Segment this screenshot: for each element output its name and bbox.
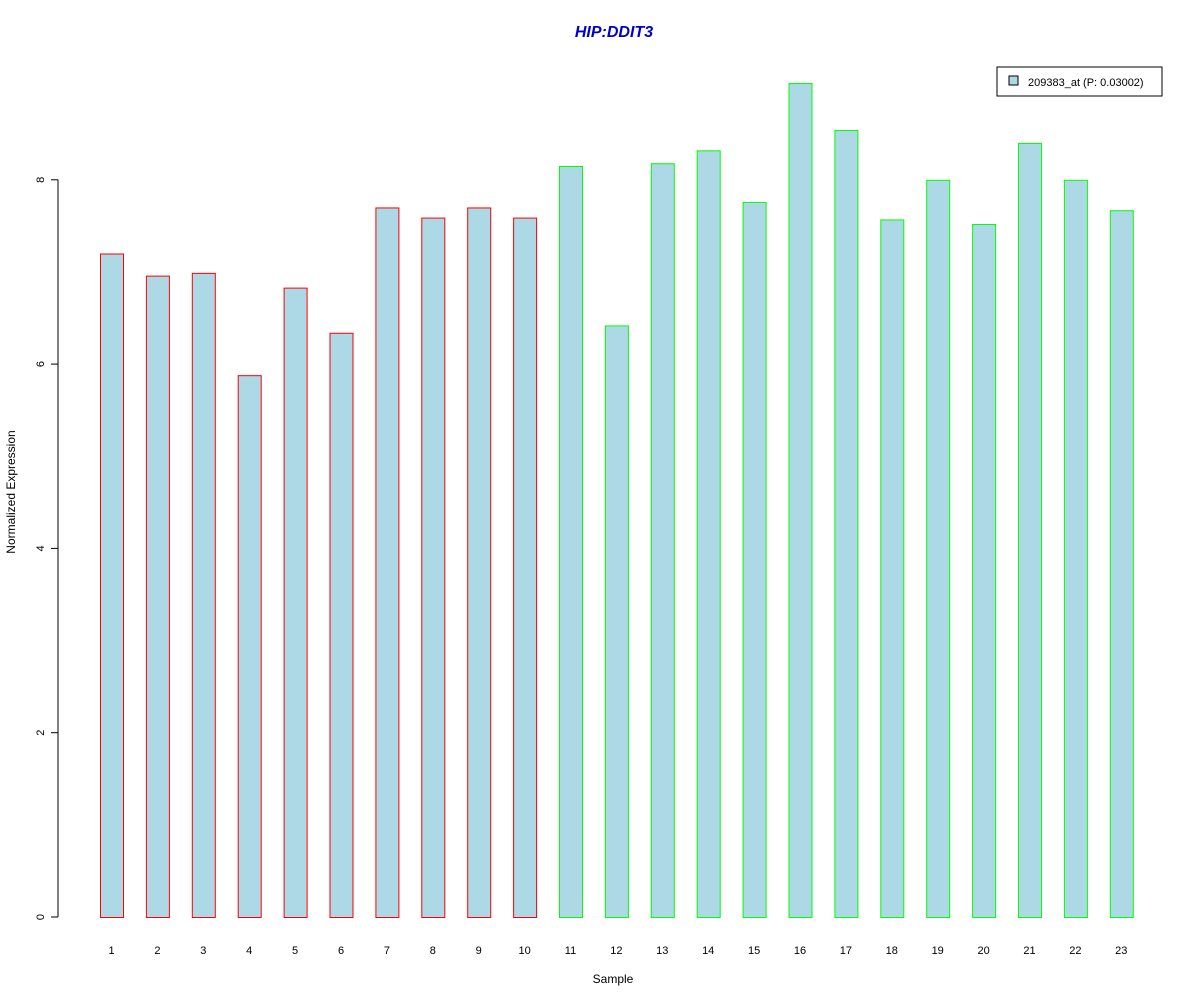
x-tick-label: 22 — [1069, 945, 1081, 957]
x-tick-label: 13 — [656, 945, 668, 957]
x-tick-label: 1 — [108, 945, 114, 957]
x-tick-label: 16 — [794, 945, 806, 957]
x-tick-label: 9 — [476, 945, 482, 957]
x-tick-label: 20 — [977, 945, 989, 957]
x-tick-label: 19 — [932, 945, 944, 957]
bar — [421, 217, 446, 919]
x-tick-label: 11 — [565, 945, 576, 957]
x-tick-labels: 1 2 3 4 5 6 7 8 9 10 11 12 13 14 15 16 17 18 19 20 21 22 23 — [108, 945, 1127, 957]
bar — [604, 325, 629, 918]
bar — [283, 287, 308, 918]
bar — [467, 207, 492, 918]
bar — [788, 83, 813, 918]
y-tick-label: 2 — [35, 730, 47, 736]
y-tick-label: 6 — [35, 361, 47, 367]
y-axis: 0 2 4 6 8 — [35, 177, 59, 920]
bar — [559, 165, 583, 918]
bar — [926, 179, 951, 918]
x-tick-label: 21 — [1023, 945, 1035, 957]
x-tick-label: 18 — [886, 945, 898, 957]
x-tick-label: 14 — [702, 945, 714, 957]
y-axis-title: Normalized Expression — [4, 430, 18, 553]
chart-title: HIP:DDIT3 — [575, 24, 653, 41]
bar — [742, 201, 767, 919]
x-tick-label: 15 — [748, 945, 760, 957]
legend-box — [996, 66, 1163, 97]
x-tick-label: 12 — [610, 945, 622, 957]
legend-swatch — [1008, 75, 1019, 86]
bar — [191, 272, 216, 918]
x-tick-label: 7 — [384, 945, 390, 957]
x-tick-label: 6 — [338, 945, 344, 957]
x-tick-label: 5 — [292, 945, 298, 957]
legend-label: 209383_at (P: 0.03002) — [1028, 77, 1144, 89]
bar — [1109, 210, 1134, 918]
bars — [100, 83, 1134, 919]
x-tick-label: 3 — [200, 945, 206, 957]
bar — [329, 332, 354, 919]
y-tick-label: 4 — [35, 545, 47, 551]
bar — [834, 130, 859, 918]
bar — [650, 163, 675, 918]
y-tick-label: 0 — [35, 914, 47, 920]
x-tick-label: 17 — [840, 945, 852, 957]
x-axis-title: Sample — [593, 972, 634, 986]
bar — [375, 207, 400, 918]
bar — [145, 275, 170, 918]
bar — [100, 253, 124, 919]
bar — [1063, 179, 1088, 918]
bar — [972, 224, 997, 918]
bar — [237, 375, 262, 918]
legend: 209383_at (P: 0.03002) — [996, 66, 1163, 97]
bar — [696, 150, 721, 918]
x-tick-label: 2 — [154, 945, 160, 957]
x-tick-label: 10 — [518, 945, 530, 957]
x-tick-label: 23 — [1115, 945, 1127, 957]
bar — [1018, 142, 1042, 918]
x-tick-label: 8 — [430, 945, 436, 957]
bar — [880, 219, 905, 919]
x-tick-label: 4 — [246, 945, 252, 957]
bar — [513, 217, 538, 919]
y-tick-label: 8 — [35, 177, 47, 183]
